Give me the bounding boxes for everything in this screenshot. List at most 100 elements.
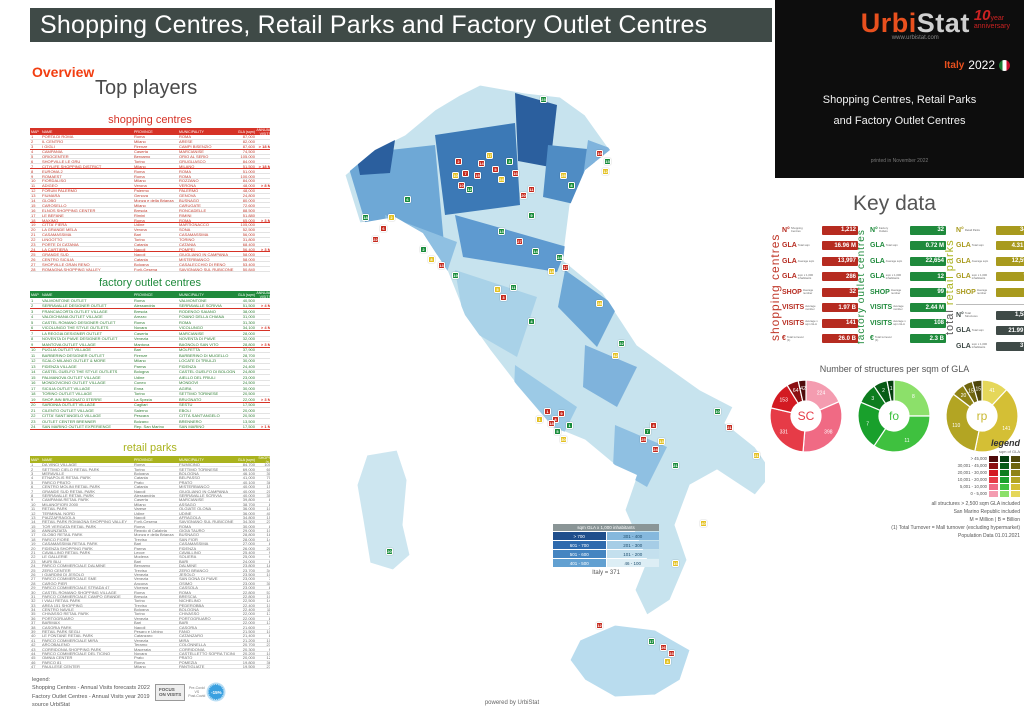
key-data-value: 286: [822, 272, 858, 281]
key-data-item: GLA sqm x 1,000 inhabitants 12: [870, 272, 946, 281]
key-data-value: 9: [996, 287, 1024, 297]
page-title: Shopping Centres, Retail Parks and Facto…: [30, 8, 772, 42]
table-row: 33 AREA 151 SHOPPING Treviso PEDEROBBA 22,40…: [30, 603, 270, 608]
map-marker-sc-7: 7: [462, 170, 469, 177]
table-row: 15 PALMANOVA OUTLET VILLAGE Udine AIELLO DE…: [30, 375, 270, 381]
map-marker-rp-42: 42: [612, 352, 619, 359]
retail-parks-table: retail parks MAP NAME PROVINCE MUNICIPALITY G…: [30, 441, 271, 670]
map-marker-fo-18: 18: [362, 214, 369, 221]
key-data-value: 21.99 M: [996, 326, 1024, 335]
map-marker-sc-6: 6: [380, 225, 387, 232]
map-marker-fo-13: 13: [498, 228, 505, 235]
map-marker-rp-30: 30: [560, 436, 567, 443]
table-row: 5 CASTEL ROMANO DESIGNER OUTLET Roma ROMA 31…: [30, 320, 270, 326]
map-marker-rp-5: 5: [494, 286, 501, 293]
map-marker-sc-26: 26: [660, 644, 667, 651]
map-marker-rp-13: 13: [658, 438, 665, 445]
map-marker-fo-3: 3: [506, 158, 513, 165]
table-row: 16 ANNUNZIATA Reggio di Calabria GIOIA TAUR…: [30, 528, 270, 534]
logo-url: www.urbistat.com: [891, 35, 939, 41]
key-data-value: 12: [910, 272, 946, 281]
table-row: 24 LA CARTIERA Napoli POMPEI 56,400 > 3 M: [30, 247, 270, 253]
svg-text:64: 64: [793, 388, 799, 394]
table-row: 1 PORTA DI ROMA Roma ROMA 87,000: [30, 135, 270, 140]
table-row: 16 ELNOS SHOPPING CENTER Brescia RONCADELLE…: [30, 208, 270, 214]
table-row: 15 CAROSELLO Milano CARUGATE 72,600: [30, 203, 270, 209]
key-data-value: 141: [822, 318, 858, 328]
footer-legend: legend: Shopping Centres - Annual Visits…: [32, 677, 150, 708]
map-marker-rp-21: 21: [753, 452, 760, 459]
table-row: 4 VALDICHIANA OUTLET VILLAGE Arezzo FOIANO …: [30, 315, 270, 320]
source-note: source UrbiStat: [32, 701, 70, 708]
key-data-col-shopping-centres: N° Shopping Centres 1,212 GLA Total sqm 16.96…: [782, 224, 860, 345]
key-data-value: 2.3 B: [910, 334, 946, 343]
key-data-value: 12,594: [996, 256, 1024, 266]
sardinia: [356, 449, 411, 571]
svg-text:11: 11: [904, 438, 909, 444]
map-marker-sc-3: 3: [500, 294, 507, 301]
key-data-value: 108: [910, 318, 946, 328]
logo-stat: Stat: [916, 8, 970, 38]
key-data-value: 22,654: [910, 256, 946, 266]
legend-row: > 45,000: [880, 455, 1020, 462]
brand-subtitle: Shopping Centres, Retail Parks and Facto…: [822, 94, 977, 127]
key-data-title: Key data: [853, 192, 936, 215]
italy-map-svg: [344, 84, 774, 698]
key-data-item: GLA Average sqm 22,654: [870, 256, 946, 266]
table-row: 2 SETTIMO CIELO RETAIL PARK Torino SETTIMO …: [30, 467, 270, 472]
table-row: 14 CASTEL GUELFO THE STYLE OUTLETS Bologna…: [30, 370, 270, 375]
map-marker-sc-13: 13: [438, 262, 445, 269]
svg-text:rp: rp: [977, 409, 988, 423]
key-data-item: € Total turnover (1) 26.0 B: [782, 334, 858, 343]
svg-text:2: 2: [882, 388, 885, 394]
key-data-item: VISITS Average number 1.97 B: [782, 303, 858, 312]
factory-outlets-table: factory outlet centres MAP NAME PROVINCE MUN…: [30, 276, 271, 430]
focus-on-visits-badge: FOCUS ON VISITS Pre-Covid VS Post-Covid -15…: [155, 684, 225, 701]
table-row: 44 PARCO COMMERCIALE DEL TICINO Novara CAST…: [30, 651, 270, 657]
legend-row: 20,001 - 30,000: [880, 469, 1020, 476]
svg-text:8: 8: [912, 394, 915, 400]
table-row: 19 SHOP-INN BRUGNATO 5TERRE La Spezia BRUGN…: [30, 397, 270, 403]
table-row: 18 MAXIMO Roma ROMA 65,000 > 3 M: [30, 218, 270, 224]
map-marker-sc-4: 4: [650, 422, 657, 429]
table-row: 43 CORRIDONIA SHOPPING PARK Macerata CORRID…: [30, 647, 270, 652]
table-row: 2 IL CENTRO Milano ARESE 82,000: [30, 140, 270, 145]
map-marker-sc-19: 19: [596, 150, 603, 157]
sicily: [569, 624, 691, 698]
map-legend-title: sqm GLA x 1,000 inhabitants: [553, 524, 659, 531]
table-row: 20 SARDINIA OUTLET VILLAGE Cagliari SESTU 17…: [30, 403, 270, 408]
svg-text:1: 1: [890, 386, 893, 392]
map-marker-rp-10: 10: [452, 172, 459, 179]
key-data-value: 32: [910, 225, 946, 235]
svg-text:398: 398: [824, 430, 833, 436]
map-marker-rp-12: 12: [602, 168, 609, 175]
anniversary-badge: 10year anniversary: [973, 7, 1010, 30]
map-marker-fo-19: 19: [452, 272, 459, 279]
table-row: 5 ORIOCENTER Bergamo ORIO AL SERIO 105,000: [30, 155, 270, 160]
table-row: 23 OUTLET CENTER BRENNER Bolzano BRENNERO 13…: [30, 419, 270, 425]
table-row: 47 PAULLESE CENTER Milano PANTIGLIATE 19,500…: [30, 664, 270, 670]
map-marker-rp-4: 4: [664, 658, 671, 665]
table-row: 13 FIDENZA VILLAGE Parma FIDENZA 24,400: [30, 364, 270, 370]
key-data-item: VISITS Average number 2.44 M: [870, 303, 946, 312]
table-row: 8 EUROMA 2 Roma ROMA 51,000: [30, 169, 270, 175]
map-marker-sc-1: 1: [544, 408, 551, 415]
table-row: 1 VALMONTONE OUTLET Roma VALMONTONE 40,500: [30, 298, 270, 304]
table-row: 4 CAMPANIA Caserta MARCIANISE 74,500: [30, 150, 270, 155]
map-marker-fo-12: 12: [466, 186, 473, 193]
svg-text:SC: SC: [798, 409, 815, 423]
map-marker-fo-21: 21: [672, 462, 679, 469]
table-row: 14 RETAIL PARK ROMAGNA SHOPPING VALLEY For…: [30, 520, 270, 525]
table-row: 7 CITYLIFE SHOPPING DISTRICT Milano MILANO 5…: [30, 164, 270, 170]
map-marker-rp-24: 24: [498, 176, 505, 183]
table-header: MAP NAME PROVINCE MUNICIPALITY GLA (sqm) ANNU…: [30, 128, 271, 136]
table-row: 21 CAVALLINO RETAIL PARK Lecce CAVALLINO 25,…: [30, 551, 270, 556]
